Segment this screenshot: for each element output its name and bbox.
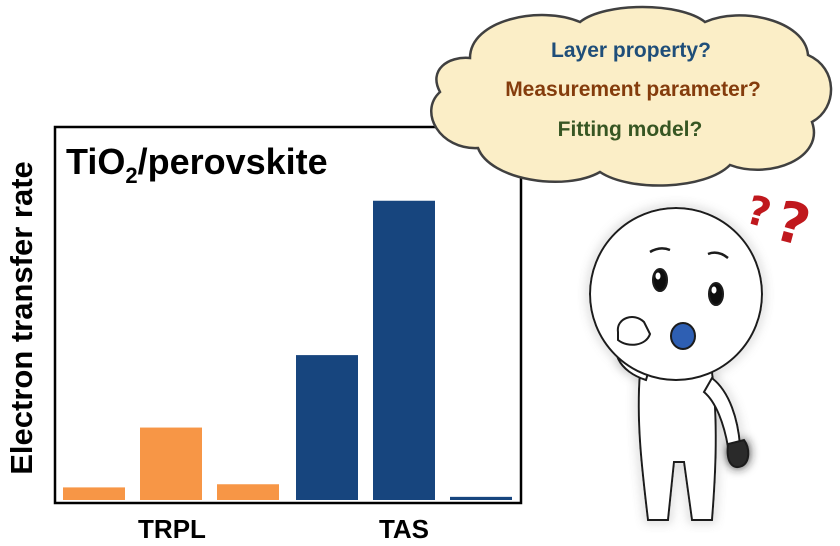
x-tick-trpl: TRPL	[138, 514, 206, 544]
bar-trpl-3	[217, 484, 279, 500]
bar-tas-2	[373, 200, 435, 500]
bar-trpl-2	[140, 427, 202, 500]
confused-stick-figure-icon	[589, 207, 763, 521]
bars-group	[63, 200, 512, 500]
chart-title: TiO2/perovskite	[66, 141, 328, 188]
cloud-question-fitting: Fitting model?	[558, 118, 703, 141]
cloud-question-layer: Layer property?	[551, 39, 711, 62]
chart-frame	[53, 125, 523, 505]
bar-trpl-1	[63, 487, 125, 500]
question-mark-large: ?	[768, 189, 816, 260]
y-axis-label: Electron transfer rate	[4, 161, 39, 475]
x-tick-tas: TAS	[379, 514, 429, 544]
cloud-question-measurement: Measurement parameter?	[505, 78, 761, 101]
thought-cloud: Layer property? Measurement parameter? F…	[430, 5, 833, 187]
question-mark-small: ?	[741, 187, 775, 237]
bar-tas-1	[296, 355, 358, 500]
bar-tas-3	[450, 496, 512, 500]
